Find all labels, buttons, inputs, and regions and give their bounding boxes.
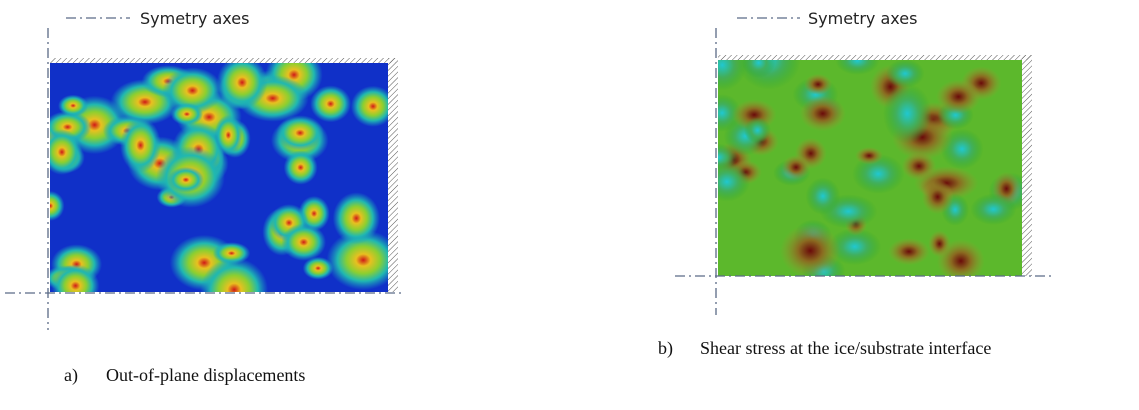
field-blob bbox=[936, 239, 985, 276]
caption: Out-of-plane displacements bbox=[106, 365, 305, 385]
field-pattern bbox=[50, 63, 388, 292]
hatch-right bbox=[388, 58, 398, 292]
caption: Shear stress at the ice/substrate interf… bbox=[700, 338, 991, 358]
hatch-right bbox=[1022, 55, 1032, 276]
field-blob bbox=[214, 114, 243, 156]
field-blob bbox=[50, 129, 83, 175]
field-blob bbox=[835, 60, 880, 75]
field-blob bbox=[799, 95, 846, 132]
field-blob bbox=[276, 115, 324, 151]
field-blob bbox=[718, 161, 751, 202]
field-blob bbox=[779, 224, 841, 276]
hatch-top bbox=[50, 58, 396, 63]
field-blob bbox=[742, 60, 776, 78]
field-blob bbox=[120, 117, 162, 173]
field-blob bbox=[167, 166, 204, 193]
field-blob bbox=[970, 193, 1017, 226]
field-blob bbox=[804, 73, 833, 95]
hatch-top bbox=[718, 55, 1032, 60]
field-blob bbox=[216, 63, 268, 110]
field-blob bbox=[170, 102, 204, 126]
field-blob bbox=[332, 192, 380, 245]
legend-text: Symetry axes bbox=[140, 9, 249, 28]
panel-a: Symetry axes a) Out-of-plane displacemen… bbox=[5, 9, 405, 386]
field-blob bbox=[326, 229, 388, 291]
field-blob bbox=[883, 83, 932, 144]
field-pattern bbox=[718, 60, 1022, 276]
field-blob bbox=[718, 60, 747, 91]
field-blob bbox=[162, 67, 223, 114]
panel-label: b) bbox=[658, 338, 673, 359]
field-blob bbox=[350, 85, 388, 127]
field-blob bbox=[200, 257, 269, 292]
field-blob bbox=[744, 117, 771, 144]
field-blob bbox=[781, 154, 811, 180]
field-blob bbox=[51, 264, 100, 292]
field-blob bbox=[885, 60, 925, 89]
panel-label: a) bbox=[64, 365, 78, 386]
field-blob bbox=[302, 256, 334, 280]
field-blob bbox=[58, 94, 89, 117]
field-blob bbox=[805, 177, 841, 215]
field-blob bbox=[310, 85, 352, 123]
field-blob bbox=[936, 79, 981, 114]
field-blob bbox=[855, 146, 884, 165]
field-blob bbox=[281, 223, 327, 261]
field-blob bbox=[50, 190, 65, 221]
field-blob bbox=[888, 238, 930, 266]
field-blob bbox=[921, 179, 954, 215]
legend-text: Symetry axes bbox=[808, 9, 917, 28]
field-blob bbox=[283, 150, 318, 185]
panel-b: Symetry axes b) Shear stress at the ice/… bbox=[658, 9, 1055, 359]
field-blob bbox=[828, 228, 882, 266]
